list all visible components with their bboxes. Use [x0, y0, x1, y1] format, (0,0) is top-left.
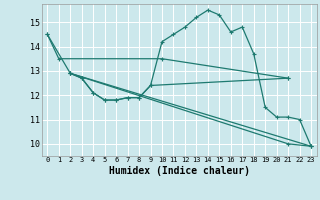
X-axis label: Humidex (Indice chaleur): Humidex (Indice chaleur) [109, 166, 250, 176]
